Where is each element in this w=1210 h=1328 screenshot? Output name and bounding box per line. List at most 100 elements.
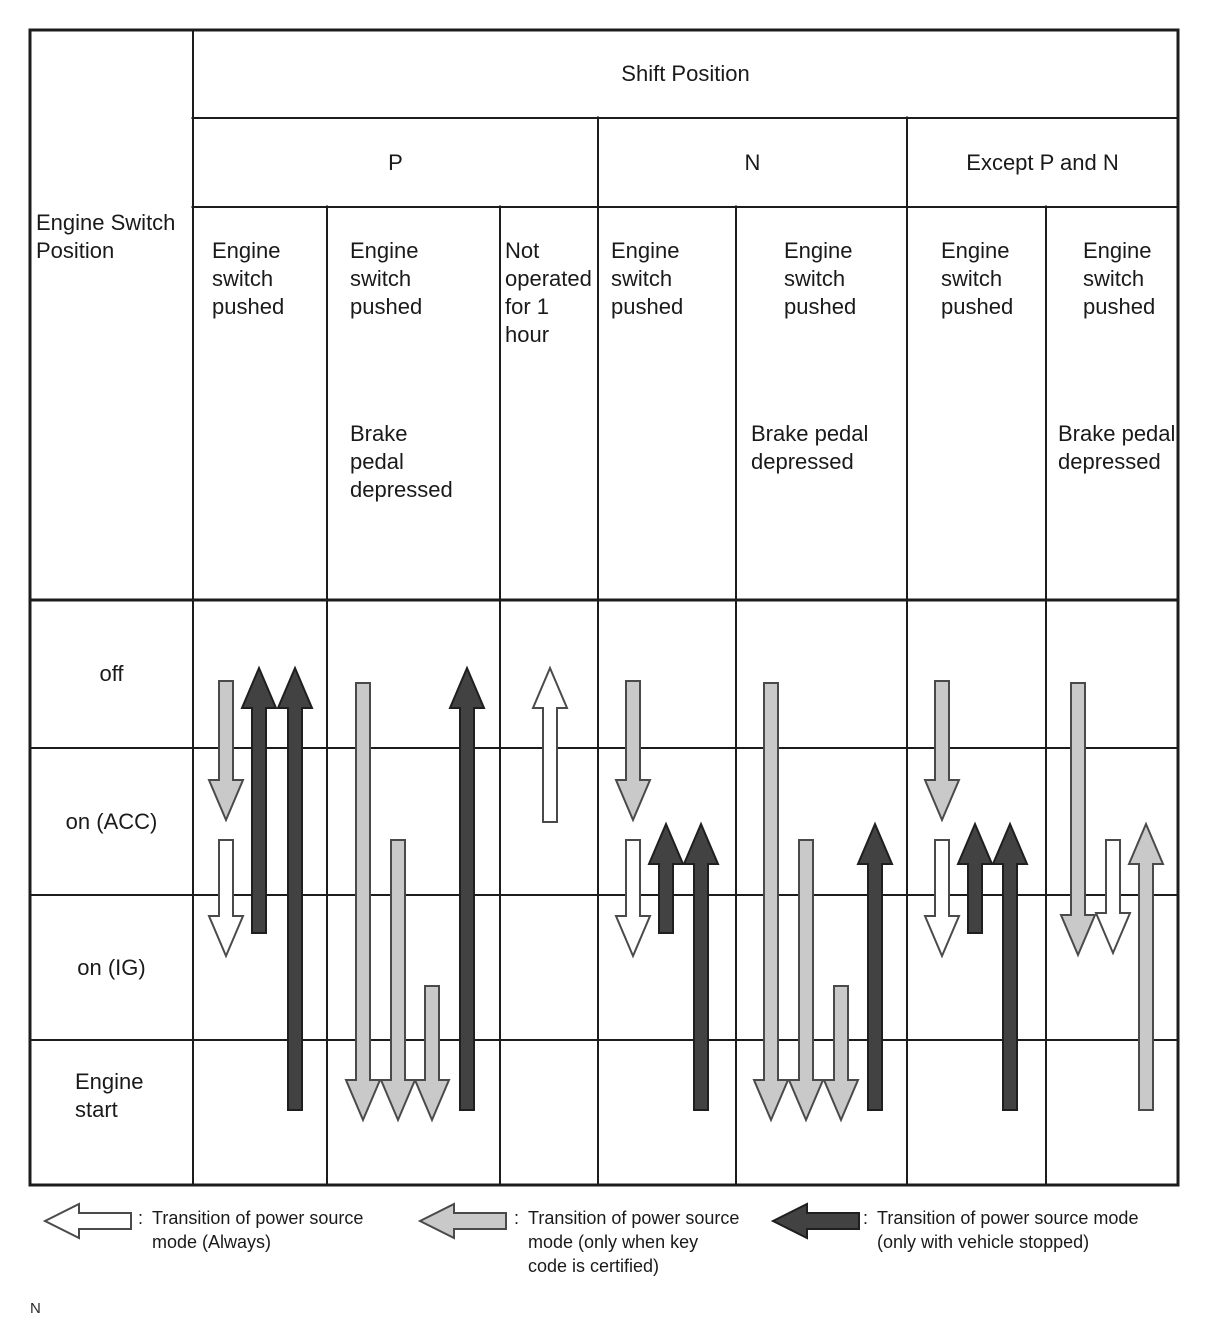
colheader-n_push_brake-brake-line: depressed [751, 449, 854, 474]
row-label-off-text: off [99, 661, 124, 686]
transition-arrow-x_push-on-acc-to-on-ig [923, 839, 961, 959]
row-label-off: off [30, 600, 193, 748]
transition-arrow-n_push-engine-start-to-on-acc [682, 821, 720, 1111]
section-header-n: N [744, 149, 761, 175]
row-label-on-acc-text: on (ACC) [65, 808, 158, 834]
colheader-x_push_brake-line: Engine [1083, 238, 1152, 263]
transition-arrow-p_push_brake-off-to-engine-start [344, 682, 382, 1123]
legend-colon: : [514, 1208, 520, 1228]
colheader-x_push_brake: Engine switch pushed [1083, 237, 1155, 321]
colheader-x_push-line: switch [941, 266, 1003, 291]
colheader-p_push_brake-line: Engine [350, 238, 419, 263]
row-label-engine-start-line1: Engine [75, 1069, 144, 1094]
colheader-n_push-line: pushed [611, 294, 684, 319]
colheader-p_push_brake: Engine switch pushed [350, 237, 422, 321]
transition-arrow-n_push_brake-on-ig-to-engine-start [822, 985, 860, 1123]
transition-arrow-x_push-on-ig-to-on-acc [956, 821, 994, 934]
transition-arrow-n_push_brake-engine-start-to-on-acc [856, 821, 894, 1111]
section-header-except-p-and-n: Except P and N [966, 149, 1119, 175]
colheader-p_push_brake-line: pushed [350, 294, 423, 319]
transition-arrow-p_push-on-ig-to-off [240, 665, 278, 934]
legend-dark-line-1: Transition of power source mode [877, 1208, 1139, 1228]
legend-gray-line-2: mode (only when key [528, 1232, 699, 1252]
transition-arrow-n_push_brake-on-acc-to-engine-start [787, 839, 825, 1123]
transition-arrow-p_push-off-to-on-acc [207, 680, 245, 823]
table-border-vline [28, 28, 32, 1187]
legend-colon: : [863, 1208, 869, 1228]
footnote-n: N [30, 1300, 41, 1317]
row-label-on-acc: on (ACC) [30, 748, 193, 895]
table-border-hline [28, 598, 1180, 602]
colheader-x_push_brake-brake: Brake pedal depressed [1058, 420, 1175, 476]
colheader-x_push_brake-brake-line: depressed [1058, 449, 1161, 474]
row-label-on-ig: on (IG) [30, 895, 193, 1040]
colheader-x_push: Engine switch pushed [941, 237, 1013, 321]
colheader-n_push_brake: Engine switch pushed [784, 237, 856, 321]
colheader-p_not_operated-line: hour [505, 322, 550, 347]
colheader-p_push_brake-brake-line: pedal [350, 449, 404, 474]
table-border-hline [28, 28, 1180, 32]
colheader-x_push-line: Engine [941, 238, 1010, 263]
colheader-p_push_brake-line: switch [350, 266, 412, 291]
transition-arrow-x_push-engine-start-to-on-acc [991, 821, 1029, 1111]
transition-arrow-x_push_brake-engine-start-to-on-acc [1127, 821, 1165, 1111]
colheader-x_push_brake-line: pushed [1083, 294, 1156, 319]
corner-label-line1: Engine Switch [36, 210, 176, 235]
legend-dark-line-2: (only with vehicle stopped) [877, 1232, 1090, 1252]
colheader-n_push_brake-brake-line: Brake pedal [751, 421, 869, 446]
transition-arrow-p_push_brake-on-ig-to-engine-start [413, 985, 451, 1123]
table-border-vline [192, 28, 194, 1187]
colheader-n_push_brake-line: switch [784, 266, 846, 291]
colheader-p_not_operated-line: operated [505, 266, 592, 291]
transition-arrow-p_push-on-acc-to-on-ig [207, 839, 245, 959]
legend-arrow-dark [770, 1202, 860, 1240]
table-border-vline [326, 205, 328, 1187]
colheader-p_push_brake-brake-line: Brake [350, 421, 408, 446]
table-border-hline [28, 1183, 1180, 1187]
colheader-p_not_operated: Not operated for 1 hour [505, 237, 592, 349]
colheader-p_push_brake-brake: Brake pedal depressed [350, 420, 453, 504]
corner-label-engine-switch-position: Engine Switch Position [36, 209, 175, 265]
colheader-n_push-line: switch [611, 266, 673, 291]
colheader-p_not_operated-line: for 1 [505, 294, 550, 319]
row-label-engine-start: Engine start [75, 1068, 144, 1124]
colheader-p_push_brake-brake-line: depressed [350, 477, 453, 502]
transition-arrow-n_push-off-to-on-acc [614, 680, 652, 823]
header-shift-position: Shift Position [621, 61, 750, 86]
table-border-vline [735, 205, 737, 1187]
colheader-p_not_operated-line: Not [505, 238, 540, 263]
section-header-p: P [388, 149, 403, 175]
colheader-p_push-line: switch [212, 266, 274, 291]
colheader-x_push-line: pushed [941, 294, 1014, 319]
colheader-n_push_brake-line: Engine [784, 238, 853, 263]
table-border-vline [1045, 205, 1047, 1187]
legend-white-line-1: Transition of power source [152, 1208, 364, 1228]
transition-arrow-x_push_brake-off-to-on-ig [1059, 682, 1097, 958]
colheader-p_push-line: pushed [212, 294, 285, 319]
colheader-n_push_brake-line: pushed [784, 294, 857, 319]
colheader-n_push-line: Engine [611, 238, 680, 263]
table-border-hline [191, 117, 1180, 119]
transition-arrow-p_push-engine-start-to-off [276, 665, 314, 1111]
legend-white-line-2: mode (Always) [152, 1232, 272, 1252]
table-border-hline [28, 747, 1180, 749]
transition-arrow-p_not_operated-on-acc-to-off [531, 665, 569, 823]
transition-arrow-n_push_brake-off-to-engine-start [752, 682, 790, 1123]
table-border-hline [28, 1039, 1180, 1041]
transition-arrow-x_push-off-to-on-acc [923, 680, 961, 823]
transition-arrow-p_push_brake-engine-start-to-off [448, 665, 486, 1111]
table-border-vline [1176, 28, 1180, 1187]
table-border-vline [499, 205, 501, 1187]
transition-arrow-p_push_brake-on-acc-to-engine-start [379, 839, 417, 1123]
corner-label-line2: Position [36, 238, 115, 263]
legend-gray-line-3: code is certified) [528, 1256, 660, 1276]
colheader-n_push: Engine switch pushed [611, 237, 683, 321]
transition-arrow-n_push-on-ig-to-on-acc [647, 821, 685, 934]
table-border-vline [597, 116, 599, 1187]
colheader-p_push: Engine switch pushed [212, 237, 284, 321]
table-border-hline [191, 206, 1180, 208]
row-label-engine-start-line2: start [75, 1097, 118, 1122]
legend-arrow-white [42, 1202, 132, 1240]
